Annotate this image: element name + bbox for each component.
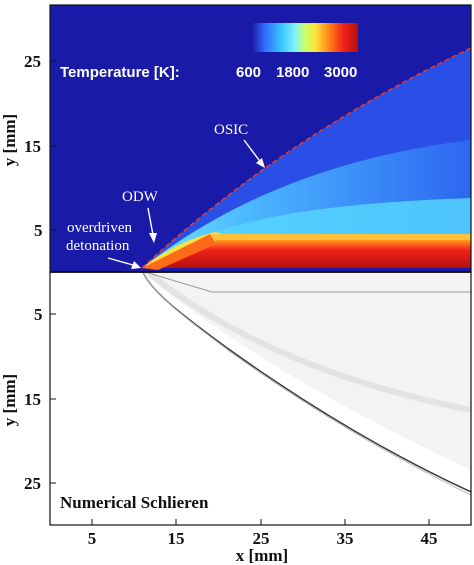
odw-arrowhead — [149, 233, 157, 243]
xtick-35: 35 — [337, 529, 354, 548]
overdriven-arrow — [107, 257, 134, 266]
colorbar-tick-1800: 1800 — [276, 64, 309, 81]
top-y-axis: 25 15 5 y [mm] — [0, 52, 56, 240]
schlieren-title: Numerical Schlieren — [60, 493, 209, 512]
colorbar-tick-3000: 3000 — [324, 64, 357, 81]
osic-line — [141, 47, 471, 269]
odw-arrow — [147, 207, 154, 236]
osic-label: OSIC — [214, 122, 248, 138]
bot-ytick-25: 25 — [24, 474, 41, 493]
schlieren-wedge-line — [144, 272, 471, 293]
bottom-y-axis-label: y [mm] — [0, 374, 19, 426]
x-axis-label: x [mm] — [236, 546, 288, 565]
top-ytick-25: 25 — [24, 52, 41, 71]
colorbar-tick-600: 600 — [236, 64, 261, 81]
schlieren-shock-shadow — [142, 272, 471, 496]
overdriven-label-line1: overdriven — [67, 220, 132, 236]
schlieren-inner-band — [148, 272, 471, 413]
bot-ytick-15: 15 — [24, 390, 41, 409]
x-axis: 5 15 25 35 45 x [mm] — [88, 519, 438, 565]
annotations: OSIC ODW overdriven detonation — [66, 122, 265, 269]
xtick-25: 25 — [253, 529, 270, 548]
top-y-axis-label: y [mm] — [0, 114, 19, 166]
schlieren-panel — [50, 272, 471, 525]
overdriven-label-line2: detonation — [66, 238, 130, 254]
overdriven-arrowhead — [131, 261, 141, 269]
colorbar-gradient — [252, 23, 358, 52]
burnt-gas-wedge — [142, 234, 216, 270]
xtick-15: 15 — [168, 529, 185, 548]
osic-arrow — [243, 139, 263, 165]
bottom-y-axis: 5 15 25 y [mm] — [0, 305, 56, 493]
odw-label: ODW — [122, 189, 159, 205]
burnt-gas-core — [160, 240, 471, 268]
top-ytick-15: 15 — [24, 137, 41, 156]
top-ytick-5: 5 — [34, 221, 43, 240]
xtick-5: 5 — [88, 529, 97, 548]
osic-arrowhead — [256, 158, 265, 168]
colorbar-title: Temperature [K]: — [60, 64, 180, 81]
bot-ytick-5: 5 — [34, 305, 43, 324]
xtick-45: 45 — [421, 529, 438, 548]
colorbar: Temperature [K]: 600 1800 3000 — [60, 23, 358, 81]
